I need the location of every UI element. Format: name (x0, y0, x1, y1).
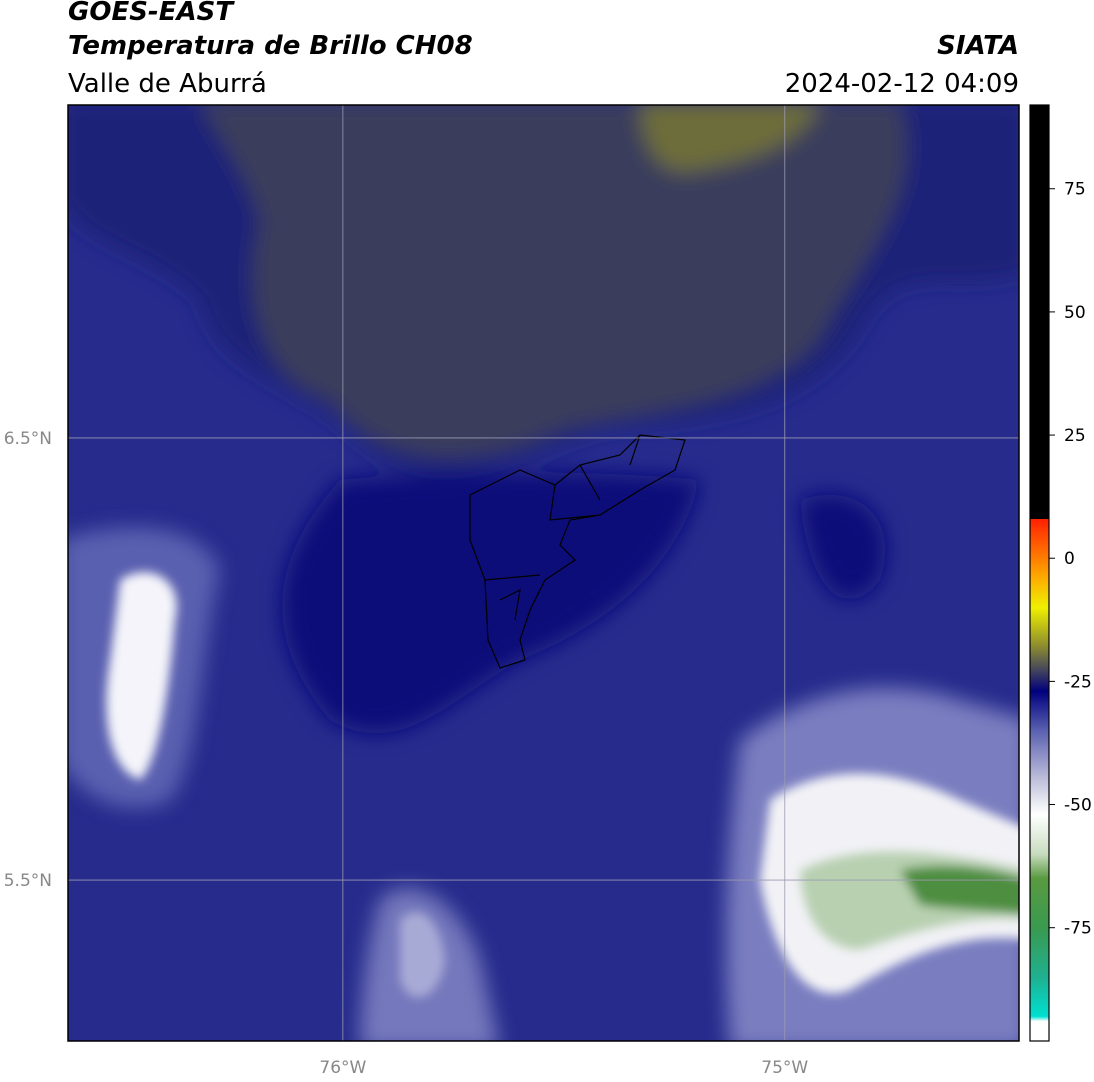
source: SIATA (937, 31, 1019, 61)
colorbar-tick-label: -50 (1064, 796, 1092, 816)
y-tick-label: 5.5°N (4, 871, 52, 891)
colorbar-tick-label: -75 (1064, 919, 1092, 939)
colorbar (1029, 104, 1050, 1042)
datetime: 2024-02-12 04:09 (785, 69, 1019, 99)
title: GOES-EAST (68, 0, 235, 27)
x-tick-label: 75°W (761, 1058, 808, 1078)
y-tick-label: 6.5°N (4, 429, 52, 449)
colorbar-tick-label: 0 (1064, 549, 1075, 569)
region: Valle de Aburrá (68, 69, 267, 99)
colorbar-tick-label: 25 (1064, 426, 1086, 446)
colorbar-tick-label: 50 (1064, 303, 1086, 323)
colorbar-tick-label: 75 (1064, 180, 1086, 200)
colorbar-tick-label: -25 (1064, 672, 1092, 692)
subtitle: Temperatura de Brillo CH08 (68, 31, 473, 61)
satellite-image (68, 105, 1019, 1041)
map-frame (67, 104, 1020, 1042)
x-tick-label: 76°W (319, 1058, 366, 1078)
